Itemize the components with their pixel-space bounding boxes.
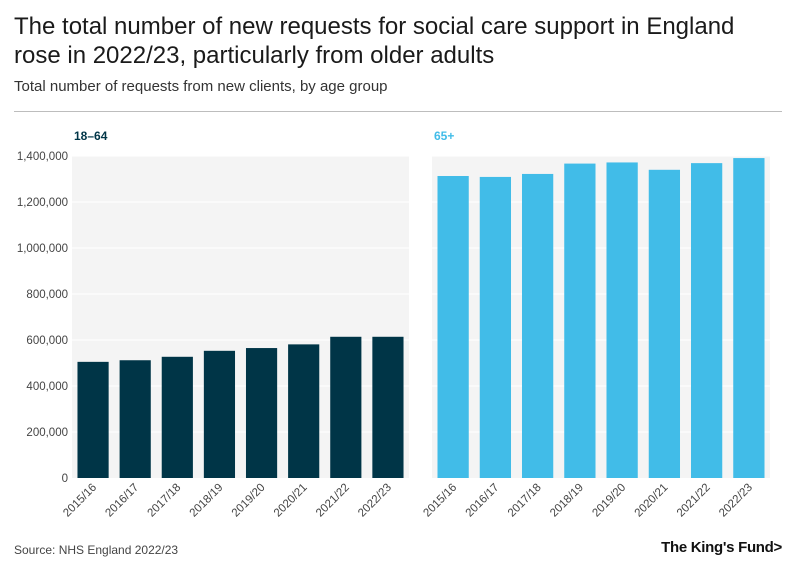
y-tick-label: 0 bbox=[62, 473, 68, 485]
bar bbox=[288, 344, 320, 478]
bar bbox=[161, 356, 193, 478]
x-tick-label: 2017/18 bbox=[506, 482, 544, 520]
bar bbox=[330, 336, 362, 478]
x-tick-label: 2017/18 bbox=[146, 482, 184, 520]
y-axis: 0 200,000 400,000 600,000 800,000 1,000,000 1,… bbox=[17, 151, 68, 485]
x-tick-label: 2018/19 bbox=[548, 482, 586, 520]
panel-18-64: 18–64 2015/16 2016/17 2017/18 2018/19 2019/20… bbox=[61, 129, 409, 520]
bar bbox=[479, 176, 512, 478]
x-tick-label: 2019/20 bbox=[230, 482, 268, 520]
bar bbox=[564, 163, 596, 478]
series-label: 18–64 bbox=[74, 129, 108, 143]
x-tick-label: 2018/19 bbox=[188, 482, 226, 520]
y-tick-label: 1,400,000 bbox=[17, 151, 68, 163]
y-tick-label: 1,200,000 bbox=[17, 197, 68, 209]
bar bbox=[245, 348, 278, 478]
y-tick-label: 600,000 bbox=[26, 335, 68, 347]
bar bbox=[606, 162, 638, 478]
bar-chart: 0 200,000 400,000 600,000 800,000 1,000,000 1,… bbox=[17, 129, 770, 520]
x-tick-label: 2020/21 bbox=[633, 482, 671, 520]
x-tick-label: 2021/22 bbox=[314, 482, 352, 520]
series-label: 65+ bbox=[434, 129, 454, 143]
x-tick-label: 2020/21 bbox=[272, 482, 310, 520]
x-tick-label: 2016/17 bbox=[103, 482, 141, 520]
y-tick-label: 800,000 bbox=[26, 289, 68, 301]
bar bbox=[77, 361, 109, 478]
chart-title: The total number of new requests for soc… bbox=[14, 13, 735, 69]
bar bbox=[521, 173, 554, 478]
x-tick-label: 2022/23 bbox=[717, 482, 755, 520]
x-tick-label: 2019/20 bbox=[590, 482, 628, 520]
bar bbox=[203, 350, 236, 478]
y-tick-label: 200,000 bbox=[26, 427, 68, 439]
x-tick-label: 2016/17 bbox=[464, 482, 502, 520]
bar bbox=[119, 360, 151, 478]
y-tick-label: 1,000,000 bbox=[17, 243, 68, 255]
title-divider bbox=[14, 111, 782, 112]
x-tick-label: 2015/16 bbox=[61, 482, 99, 520]
bar bbox=[648, 169, 681, 479]
chart-subtitle: Total number of requests from new client… bbox=[14, 78, 388, 95]
kings-fund-logo: The King's Fund> bbox=[661, 539, 782, 556]
bar bbox=[733, 158, 765, 478]
y-tick-label: 400,000 bbox=[26, 381, 68, 393]
source-note: Source: NHS England 2022/23 bbox=[14, 543, 179, 557]
bar bbox=[690, 163, 723, 478]
panel-65-plus: 65+2015/16 2016/17 2017/18 2018/19 2019/20 20… bbox=[421, 129, 770, 520]
x-tick-label: 2021/22 bbox=[675, 482, 713, 520]
bar bbox=[372, 336, 404, 478]
x-tick-label: 2022/23 bbox=[356, 482, 394, 520]
x-tick-label: 2015/16 bbox=[421, 482, 459, 520]
bar bbox=[437, 176, 469, 478]
